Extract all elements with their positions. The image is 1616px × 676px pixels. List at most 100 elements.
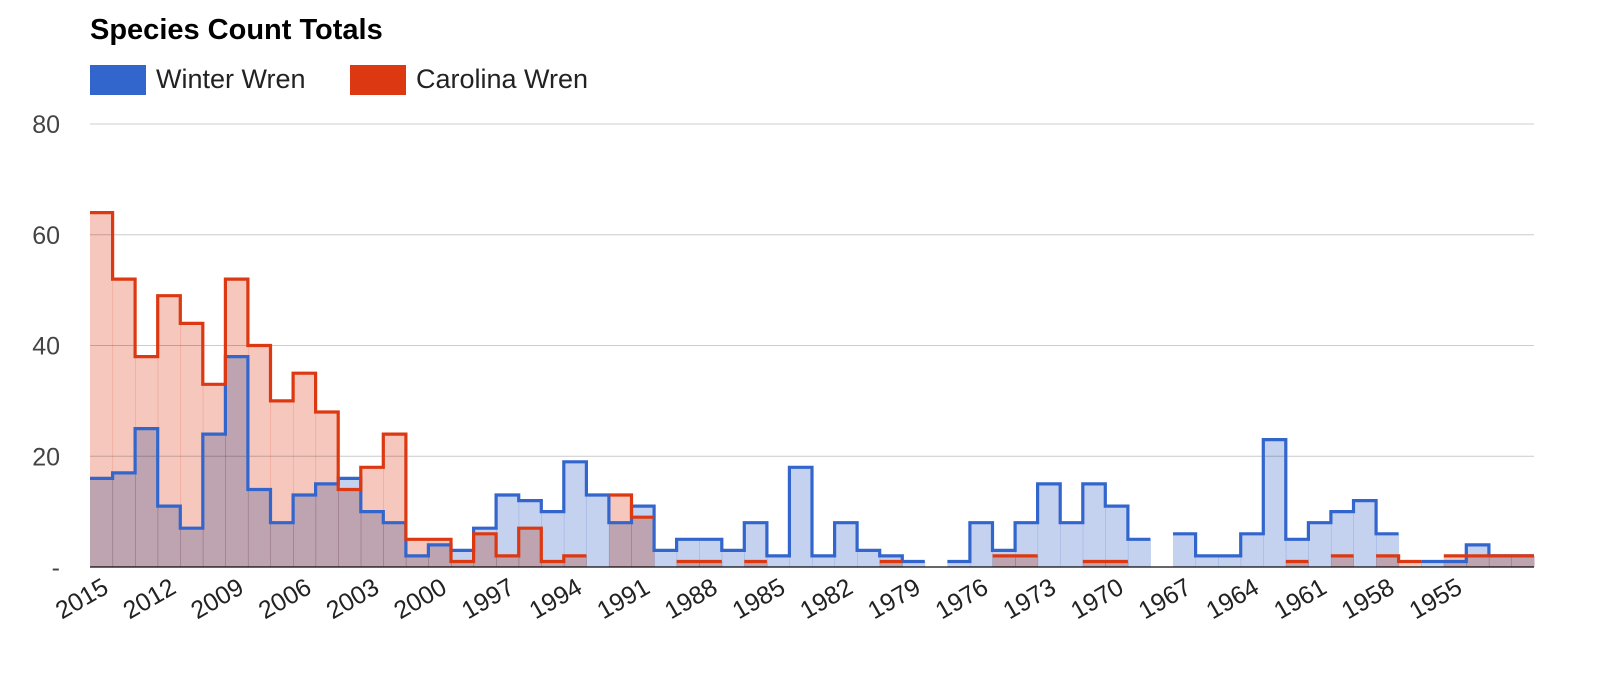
- area-carolina-wren-1996: [518, 528, 542, 567]
- x-tick-label: 1973: [998, 573, 1060, 625]
- area-carolina-wren-1953: [1488, 555, 1512, 567]
- area-carolina-wren-1980: [879, 561, 903, 567]
- area-carolina-wren-2014: [112, 279, 136, 567]
- area-carolina-wren-2003: [360, 467, 384, 567]
- area-winter-wren-1960: [1330, 511, 1354, 567]
- area-carolina-wren-2002: [383, 434, 407, 567]
- area-carolina-wren-1986: [744, 561, 768, 567]
- area-winter-wren-1983: [812, 555, 836, 567]
- area-carolina-wren-1958: [1376, 555, 1400, 567]
- area-carolina-wren-1952: [1511, 555, 1535, 567]
- x-tick-label: 2009: [186, 573, 248, 625]
- area-winter-wren-1990: [654, 550, 678, 567]
- area-carolina-wren-1962: [1285, 561, 1309, 567]
- area-winter-wren-1964: [1240, 533, 1264, 567]
- legend-label-winter-wren: Winter Wren: [156, 64, 306, 94]
- area-carolina-wren-1957: [1398, 561, 1422, 567]
- area-winter-wren-1997: [496, 495, 520, 567]
- area-carolina-wren-1974: [1015, 555, 1039, 567]
- area-winter-wren-1993: [586, 495, 610, 567]
- x-tick-label: 1988: [660, 573, 722, 625]
- area-carolina-wren-2004: [338, 489, 362, 567]
- area-winter-wren-1982: [834, 522, 858, 567]
- x-tick-label: 2003: [322, 573, 384, 625]
- area-carolina-wren-2011: [180, 323, 204, 567]
- area-winter-wren-1973: [1037, 483, 1061, 567]
- series-line-carolina-wren: [90, 211, 1534, 564]
- x-tick-label: 1976: [931, 573, 993, 625]
- area-carolina-wren-2013: [135, 356, 159, 567]
- x-tick-label: 1985: [728, 573, 790, 625]
- area-winter-wren-1979: [902, 561, 926, 567]
- x-tick-label: 2012: [119, 573, 181, 625]
- area-carolina-wren-1971: [1082, 561, 1106, 567]
- x-tick-label: 1982: [795, 573, 857, 625]
- area-carolina-wren-1994: [563, 555, 587, 567]
- area-carolina-wren-2007: [270, 400, 294, 567]
- area-carolina-wren-1992: [608, 495, 632, 567]
- x-tick-label: 1958: [1337, 573, 1399, 625]
- y-tick-label: 20: [32, 443, 60, 471]
- area-winter-wren-1971: [1082, 483, 1106, 567]
- area-carolina-wren-2015: [90, 212, 114, 567]
- area-carolina-wren-2006: [293, 373, 317, 567]
- area-winter-wren-1985: [766, 555, 790, 567]
- area-carolina-wren-1997: [496, 555, 520, 567]
- x-tick-label: 1964: [1202, 573, 1264, 625]
- area-carolina-wren-1995: [541, 561, 565, 567]
- x-tick-label: 2006: [254, 573, 316, 625]
- area-carolina-wren-1999: [451, 561, 475, 567]
- y-tick-label: 60: [32, 222, 60, 250]
- series-line-winter-wren: [90, 355, 1534, 564]
- area-carolina-wren-1988: [699, 561, 723, 567]
- area-winter-wren-1981: [857, 550, 881, 567]
- area-carolina-wren-2010: [202, 384, 226, 567]
- legend-item-carolina-wren[interactable]: Carolina Wren: [350, 64, 588, 95]
- area-winter-wren-1976: [969, 522, 993, 567]
- area-winter-wren-1956: [1421, 561, 1445, 567]
- x-tick-label: 1997: [457, 573, 519, 625]
- y-tick-label: 40: [32, 333, 60, 361]
- area-winter-wren-1961: [1308, 522, 1332, 567]
- area-carolina-wren-1960: [1330, 555, 1354, 567]
- area-winter-wren-1995: [541, 511, 565, 567]
- area-carolina-wren-1970: [1105, 561, 1129, 567]
- x-tick-label: 1970: [1066, 573, 1128, 625]
- x-tick-label: 1991: [592, 573, 654, 625]
- x-tick-label: 1961: [1269, 573, 1331, 625]
- legend-label-carolina-wren: Carolina Wren: [416, 64, 589, 94]
- area-winter-wren-1972: [1060, 522, 1084, 567]
- y-tick-label: -: [52, 554, 60, 582]
- x-tick-label: 1994: [525, 573, 587, 625]
- legend-swatch-winter-wren: [90, 64, 146, 95]
- area-carolina-wren-2001: [405, 539, 429, 567]
- area-winter-wren-1970: [1105, 506, 1129, 567]
- area-winter-wren-1967: [1173, 533, 1197, 567]
- area-carolina-wren-2008: [247, 345, 271, 567]
- area-carolina-wren-2009: [225, 279, 249, 567]
- legend-item-winter-wren[interactable]: Winter Wren: [90, 64, 306, 95]
- area-winter-wren-1984: [789, 467, 813, 567]
- area-carolina-wren-1991: [631, 517, 655, 567]
- area-carolina-wren-1998: [473, 533, 497, 567]
- area-winter-wren-1994: [563, 461, 587, 567]
- area-winter-wren-1963: [1263, 439, 1287, 567]
- area-carolina-wren-1975: [992, 555, 1016, 567]
- x-tick-label: 2015: [51, 573, 113, 625]
- area-winter-wren-1969: [1127, 539, 1151, 567]
- area-winter-wren-1966: [1195, 555, 1219, 567]
- area-carolina-wren-2005: [315, 411, 339, 567]
- x-tick-label: 1979: [863, 573, 925, 625]
- chart-title: Species Count Totals: [90, 14, 383, 46]
- area-winter-wren-1987: [721, 550, 745, 567]
- area-winter-wren-1959: [1353, 500, 1377, 567]
- legend-swatch-carolina-wren: [350, 64, 406, 95]
- area-carolina-wren-1989: [676, 561, 700, 567]
- x-tick-label: 1967: [1134, 573, 1196, 625]
- area-winter-wren-1986: [744, 522, 768, 567]
- area-carolina-wren-2012: [157, 295, 181, 567]
- x-tick-label: 1955: [1405, 573, 1467, 625]
- y-tick-label: 80: [32, 111, 60, 139]
- area-carolina-wren-1954: [1466, 555, 1490, 567]
